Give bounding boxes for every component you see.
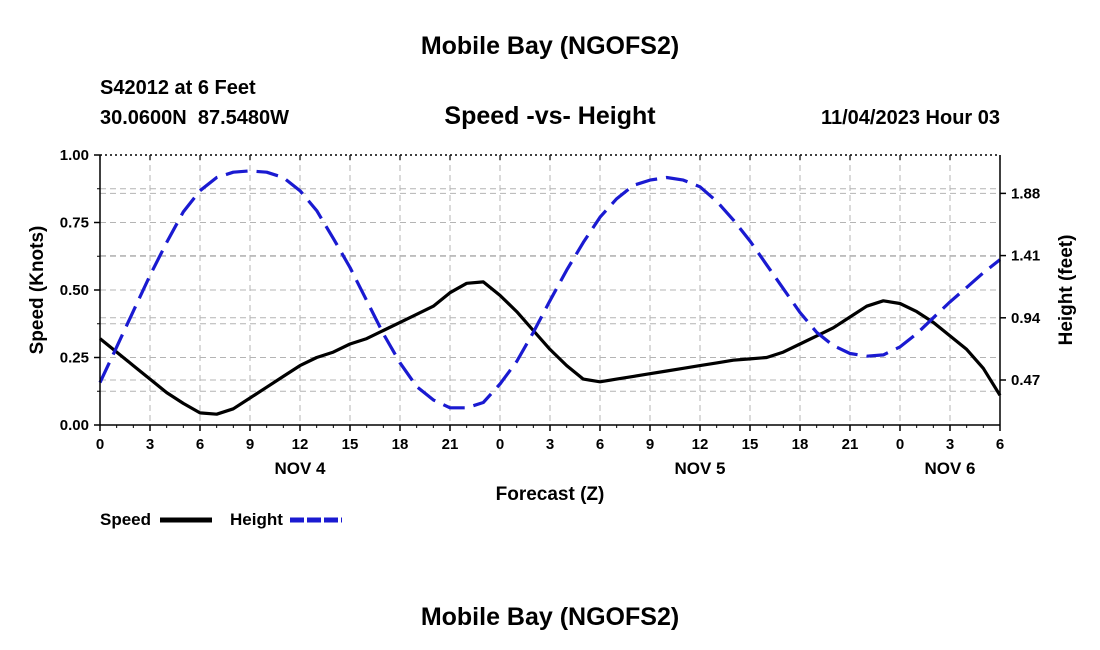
x-tick-label: 21 bbox=[842, 436, 859, 453]
x-tick-label: 3 bbox=[146, 436, 154, 453]
x-tick-label: 0 bbox=[896, 436, 904, 453]
day-label: NOV 4 bbox=[274, 459, 326, 478]
legend: Speed Height bbox=[100, 510, 342, 529]
x-tick-label: 18 bbox=[792, 436, 809, 453]
x-tick-label: 3 bbox=[946, 436, 954, 453]
y2-tick-label: 0.94 bbox=[1011, 310, 1041, 327]
x-axis-label: Forecast (Z) bbox=[496, 484, 605, 505]
y2-axis-label: Height (feet) bbox=[1056, 235, 1077, 346]
series-line-speed bbox=[98, 280, 1002, 416]
x-tick-label: 0 bbox=[96, 436, 104, 453]
y2-tick-label: 0.47 bbox=[1011, 372, 1040, 389]
station-label: S42012 at 6 Feet bbox=[100, 77, 256, 99]
y-tick-label: 0.75 bbox=[60, 215, 89, 232]
y-tick-label: 0.25 bbox=[60, 350, 89, 367]
legend-label-speed: Speed bbox=[100, 510, 151, 529]
axes: 0 3 6 9 12 15 18 21 0 3 6 9 12 15 18 21 0 3 6 NOV 4 NOV 5 NOV… bbox=[60, 147, 1041, 478]
x-tick-label: 12 bbox=[692, 436, 709, 453]
x-tick-label: 3 bbox=[546, 436, 554, 453]
legend-label-height: Height bbox=[230, 510, 283, 529]
x-tick-label: 9 bbox=[646, 436, 654, 453]
footer-title: Mobile Bay (NGOFS2) bbox=[421, 603, 679, 631]
y-tick-label: 0.50 bbox=[60, 282, 89, 299]
chart-title: Speed -vs- Height bbox=[444, 102, 656, 130]
x-tick-label: 6 bbox=[596, 436, 604, 453]
datetime-label: 11/04/2023 Hour 03 bbox=[821, 107, 1000, 129]
x-tick-label: 6 bbox=[196, 436, 204, 453]
x-tick-label: 0 bbox=[496, 436, 504, 453]
y2-tick-label: 1.88 bbox=[1011, 185, 1040, 202]
x-tick-label: 12 bbox=[292, 436, 309, 453]
coordinates-label: 30.0600N 87.5480W bbox=[100, 107, 289, 129]
x-tick-label: 21 bbox=[442, 436, 459, 453]
x-tick-label: 6 bbox=[996, 436, 1004, 453]
y2-tick-label: 1.41 bbox=[1011, 248, 1040, 265]
y-tick-label: 1.00 bbox=[60, 147, 89, 164]
y-axis-label: Speed (Knots) bbox=[27, 226, 48, 355]
series-line-height bbox=[98, 169, 1001, 410]
x-tick-label: 9 bbox=[246, 436, 254, 453]
x-tick-label: 18 bbox=[392, 436, 409, 453]
day-label: NOV 5 bbox=[674, 459, 725, 478]
page-title: Mobile Bay (NGOFS2) bbox=[421, 32, 679, 60]
x-tick-label: 15 bbox=[342, 436, 359, 453]
grid bbox=[100, 155, 1000, 425]
day-label: NOV 6 bbox=[924, 459, 975, 478]
plot-series bbox=[98, 169, 1002, 416]
x-tick-label: 15 bbox=[742, 436, 759, 453]
y-tick-label: 0.00 bbox=[60, 417, 89, 434]
